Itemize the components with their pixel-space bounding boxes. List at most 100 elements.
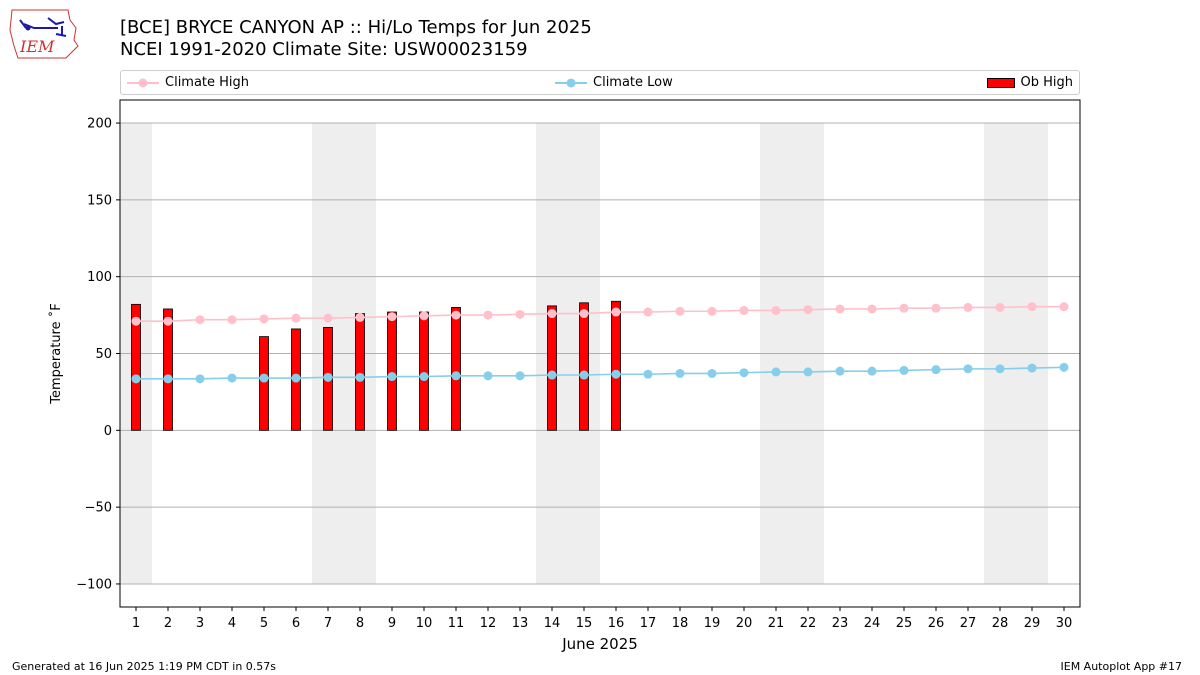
point-climate-low [835, 366, 845, 376]
point-climate-low [355, 372, 365, 382]
legend-label-climate-low: Climate Low [593, 75, 673, 90]
y-tick-label: 200 [87, 117, 112, 132]
x-tick-label: 12 [480, 616, 497, 631]
generated-timestamp: Generated at 16 Jun 2025 1:19 PM CDT in … [12, 660, 277, 673]
bar-ob-high [163, 308, 173, 431]
bar-ob-high [131, 303, 141, 431]
point-climate-high [1059, 302, 1069, 312]
point-climate-low [1027, 363, 1037, 373]
y-tick-label: 50 [95, 347, 112, 362]
point-climate-high [387, 312, 397, 322]
point-climate-high [867, 304, 877, 314]
point-climate-low [515, 371, 525, 381]
point-climate-low [739, 368, 749, 378]
line-climate-low [136, 366, 1065, 380]
y-tick-label: 150 [87, 193, 112, 208]
bar-ob-high [355, 313, 365, 431]
x-tick-label: 17 [640, 616, 657, 631]
legend: Climate High Climate Low Ob High [120, 70, 1080, 95]
point-climate-low [579, 370, 589, 380]
point-climate-low [931, 365, 941, 375]
x-tick-label: 30 [1056, 616, 1073, 631]
x-tick-label: 22 [800, 616, 817, 631]
point-climate-high [483, 310, 493, 320]
x-tick-label: 19 [704, 616, 721, 631]
point-climate-low [291, 373, 301, 383]
point-climate-high [611, 307, 621, 317]
point-climate-low [643, 369, 653, 379]
legend-label-ob-high: Ob High [1020, 75, 1074, 90]
legend-item-climate-low: Climate Low [555, 74, 673, 92]
x-tick-label: 3 [196, 616, 204, 631]
point-climate-high [803, 305, 813, 315]
point-climate-low [771, 367, 781, 377]
point-climate-high [707, 306, 717, 316]
x-tick-label: 10 [416, 616, 433, 631]
iem-logo: IEM [8, 6, 80, 60]
bar-ob-high [579, 302, 589, 431]
point-climate-low [867, 366, 877, 376]
x-tick-label: 25 [896, 616, 913, 631]
point-climate-high [675, 306, 685, 316]
line-climate-high [136, 305, 1064, 323]
x-tick-label: 5 [260, 616, 268, 631]
x-tick-label: 24 [864, 616, 881, 631]
x-tick-label: 21 [768, 616, 785, 631]
point-climate-low [675, 368, 685, 378]
point-climate-low [451, 371, 461, 381]
point-climate-high [163, 316, 173, 326]
point-climate-high [995, 302, 1005, 312]
point-climate-high [835, 304, 845, 314]
x-tick-label: 18 [672, 616, 689, 631]
point-climate-low [387, 372, 397, 382]
point-climate-low [195, 374, 205, 384]
point-climate-high [131, 316, 141, 326]
title-line-2: NCEI 1991-2020 Climate Site: USW00023159 [120, 39, 528, 60]
legend-item-climate-high: Climate High [127, 74, 249, 92]
point-climate-low [707, 368, 717, 378]
y-tick-label: −50 [85, 501, 112, 516]
x-tick-label: 16 [608, 616, 625, 631]
y-tick-label: 0 [104, 424, 112, 439]
bar-ob-high [419, 311, 429, 431]
point-climate-high [195, 315, 205, 325]
x-tick-label: 7 [324, 616, 332, 631]
legend-swatch-climate-low [555, 78, 587, 87]
point-climate-low [163, 374, 173, 384]
x-tick-label: 1 [132, 616, 140, 631]
bar-ob-high [611, 300, 621, 431]
x-tick-label: 14 [544, 616, 561, 631]
point-climate-low [547, 370, 557, 380]
point-climate-low [963, 364, 973, 374]
x-tick-label: 4 [228, 616, 236, 631]
point-climate-high [419, 311, 429, 321]
point-climate-high [643, 307, 653, 317]
point-climate-high [579, 309, 589, 319]
bar-ob-high [547, 305, 557, 431]
legend-label-climate-high: Climate High [165, 75, 250, 90]
point-climate-high [355, 312, 365, 322]
point-climate-low [995, 364, 1005, 374]
svg-text:IEM: IEM [19, 37, 55, 56]
point-climate-low [483, 371, 493, 381]
x-tick-label: 11 [448, 616, 465, 631]
point-climate-high [515, 309, 525, 319]
x-tick-label: 2 [164, 616, 172, 631]
point-climate-low [803, 367, 813, 377]
point-climate-low [899, 365, 909, 375]
point-climate-high [1027, 302, 1037, 312]
bar-ob-high [259, 336, 269, 431]
point-climate-low [227, 373, 237, 383]
app-label: IEM Autoplot App #17 [1060, 660, 1183, 673]
legend-swatch-climate-high [127, 78, 159, 87]
point-climate-low [1059, 362, 1069, 372]
title-line-1: [BCE] BRYCE CANYON AP :: Hi/Lo Temps for… [120, 17, 592, 38]
x-tick-label: 26 [928, 616, 945, 631]
point-climate-high [963, 302, 973, 312]
point-climate-low [131, 374, 141, 384]
point-climate-low [323, 372, 333, 382]
point-climate-high [899, 303, 909, 313]
bar-ob-high [387, 311, 397, 431]
x-tick-label: 8 [356, 616, 364, 631]
point-climate-low [611, 369, 621, 379]
